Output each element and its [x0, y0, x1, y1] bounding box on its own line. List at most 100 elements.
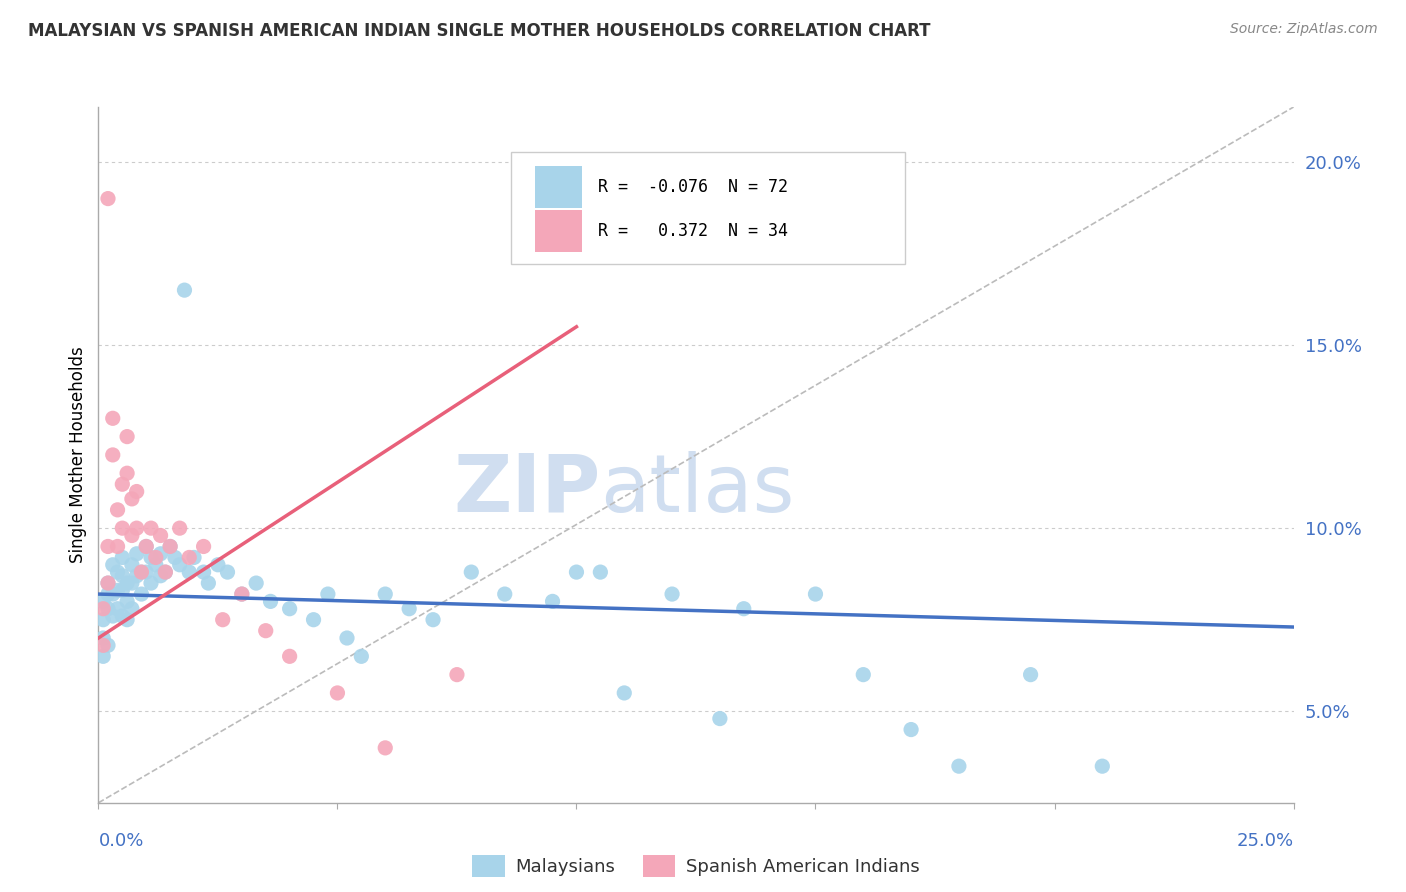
Point [169, 558, 191, 572]
Point [316, 587, 339, 601]
Point [121, 576, 143, 591]
Point [565, 565, 588, 579]
Point [183, 550, 205, 565]
Point [111, 568, 134, 582]
Point [121, 528, 143, 542]
Point [422, 613, 444, 627]
Point [193, 540, 215, 554]
Point [145, 550, 167, 565]
Point [107, 601, 129, 615]
Point [107, 583, 129, 598]
Text: MALAYSIAN VS SPANISH AMERICAN INDIAN SINGLE MOTHER HOUSEHOLDS CORRELATION CHART: MALAYSIAN VS SPANISH AMERICAN INDIAN SIN… [28, 22, 931, 40]
Point [852, 667, 875, 681]
Point [374, 740, 396, 755]
Point [111, 550, 134, 565]
Point [115, 467, 138, 481]
Point [231, 587, 253, 601]
Point [131, 565, 153, 579]
Text: atlas: atlas [600, 450, 794, 529]
Point [163, 550, 186, 565]
Point [101, 609, 124, 624]
Point [121, 491, 143, 506]
Point [135, 540, 157, 554]
Point [111, 609, 134, 624]
Point [1019, 667, 1042, 681]
Point [336, 631, 359, 645]
Point [350, 649, 373, 664]
Point [254, 624, 277, 638]
Point [97, 587, 120, 601]
Text: 25.0%: 25.0% [1236, 832, 1294, 850]
Point [179, 565, 201, 579]
Point [709, 712, 731, 726]
Point [149, 528, 172, 542]
Point [446, 667, 468, 681]
Point [149, 568, 172, 582]
Point [217, 565, 239, 579]
Text: R =  -0.076  N = 72: R = -0.076 N = 72 [598, 178, 787, 196]
Point [155, 565, 177, 579]
Point [115, 576, 138, 591]
Point [155, 565, 177, 579]
Point [326, 686, 349, 700]
Point [804, 587, 827, 601]
Point [398, 601, 420, 615]
Point [91, 631, 114, 645]
Point [101, 411, 124, 425]
Point [115, 594, 138, 608]
Point [245, 576, 267, 591]
Point [131, 565, 153, 579]
Point [91, 601, 114, 615]
Point [173, 283, 195, 297]
Point [733, 601, 755, 615]
Point [125, 521, 148, 535]
Point [121, 558, 143, 572]
Point [121, 601, 143, 615]
Point [91, 638, 114, 652]
Y-axis label: Single Mother Households: Single Mother Households [69, 347, 87, 563]
Point [193, 565, 215, 579]
Point [613, 686, 636, 700]
Point [159, 540, 181, 554]
Point [207, 558, 229, 572]
Point [900, 723, 922, 737]
Point [131, 587, 153, 601]
Point [494, 587, 516, 601]
Point [97, 601, 120, 615]
Text: R =   0.372  N = 34: R = 0.372 N = 34 [598, 222, 787, 240]
Point [139, 550, 162, 565]
Point [91, 613, 114, 627]
Point [948, 759, 970, 773]
Point [111, 583, 134, 598]
Point [460, 565, 482, 579]
Point [97, 192, 120, 206]
Text: ZIP: ZIP [453, 450, 600, 529]
Point [374, 587, 396, 601]
Point [145, 558, 167, 572]
Point [589, 565, 612, 579]
Point [97, 540, 120, 554]
Point [111, 477, 134, 491]
Point [91, 649, 114, 664]
Point [661, 587, 683, 601]
Point [107, 565, 129, 579]
Point [211, 613, 233, 627]
Point [1091, 759, 1114, 773]
Text: Source: ZipAtlas.com: Source: ZipAtlas.com [1230, 22, 1378, 37]
Point [101, 587, 124, 601]
Point [115, 613, 138, 627]
Point [101, 558, 124, 572]
Point [231, 587, 253, 601]
Point [125, 484, 148, 499]
Point [135, 565, 157, 579]
Point [97, 576, 120, 591]
Point [101, 448, 124, 462]
FancyBboxPatch shape [510, 153, 905, 263]
Point [149, 547, 172, 561]
FancyBboxPatch shape [534, 166, 582, 208]
Point [302, 613, 325, 627]
FancyBboxPatch shape [534, 210, 582, 252]
Point [169, 521, 191, 535]
Point [139, 576, 162, 591]
Point [159, 540, 181, 554]
